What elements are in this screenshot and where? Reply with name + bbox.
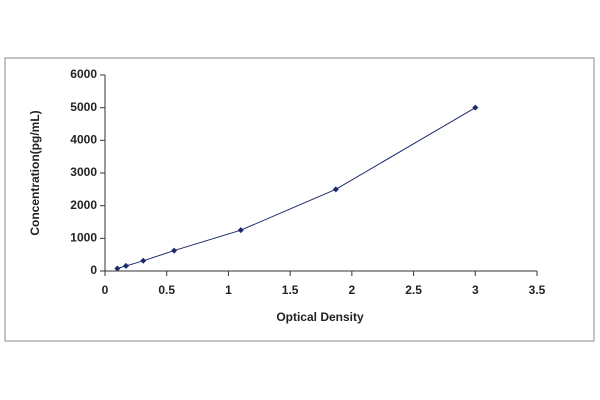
y-tick-label: 3000: [70, 165, 97, 179]
point: [171, 247, 178, 254]
y-tick-label: 6000: [70, 67, 97, 81]
x-tick-label: 3.5: [529, 283, 546, 297]
point: [472, 104, 479, 111]
x-tick-label: 3: [472, 283, 479, 297]
frame: [4, 57, 595, 342]
y-tick-label: 1000: [70, 231, 97, 245]
x-tick-label: 2.5: [405, 283, 422, 297]
point: [332, 186, 339, 193]
x-tick-label: 0: [102, 283, 109, 297]
x-tick-label: 1: [225, 283, 232, 297]
x-tick-label: 1.5: [282, 283, 299, 297]
curve: [117, 107, 476, 269]
x-tick-label: 0.5: [158, 283, 175, 297]
y-tick-label: 0: [90, 263, 97, 277]
y-tick-label: 4000: [70, 133, 97, 147]
y-axis-label: Concentration(pg/mL): [28, 110, 42, 235]
x-axis-label: Optical Density: [276, 310, 364, 324]
point: [237, 227, 244, 234]
y-tick-label: 2000: [70, 198, 97, 212]
x-tick-label: 2: [349, 283, 356, 297]
y-tick-label: 5000: [70, 100, 97, 114]
point: [114, 265, 121, 272]
point: [122, 262, 129, 269]
point: [140, 257, 147, 264]
